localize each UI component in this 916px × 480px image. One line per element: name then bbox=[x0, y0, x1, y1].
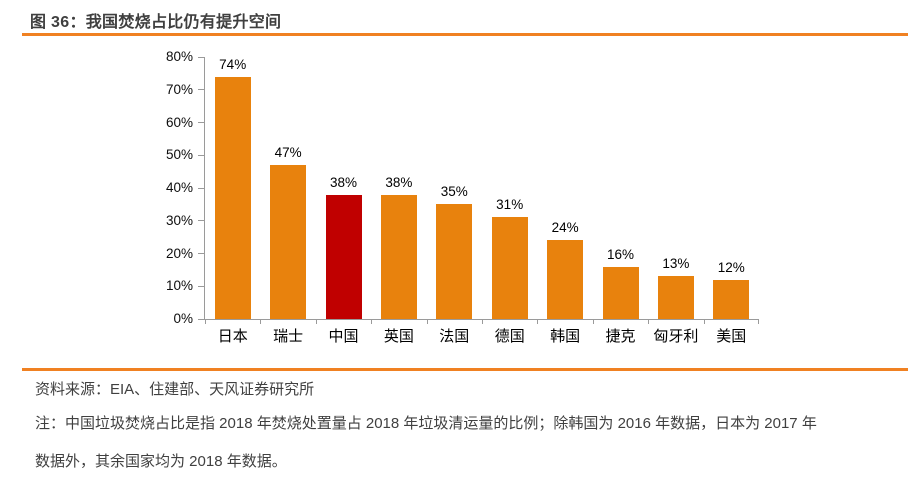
y-axis-label: 80% bbox=[165, 49, 193, 64]
y-axis-label: 60% bbox=[165, 114, 193, 130]
y-axis-label: 30% bbox=[165, 212, 193, 228]
bar-捷克 bbox=[602, 266, 639, 319]
x-axis-tick bbox=[205, 319, 206, 324]
category-label-日本: 日本 bbox=[217, 328, 248, 345]
category-label-德国: 德国 bbox=[494, 328, 525, 345]
source-text: 资料来源：EIA、住建部、天风证券研究所 bbox=[35, 381, 315, 398]
x-axis-tick bbox=[371, 319, 372, 324]
bar-value-label: 31% bbox=[496, 197, 524, 213]
bar-美国 bbox=[713, 279, 750, 319]
bar-日本 bbox=[214, 76, 251, 319]
category-label-捷克: 捷克 bbox=[605, 328, 636, 345]
y-axis-tick bbox=[198, 253, 205, 254]
bar-value-label: 47% bbox=[274, 145, 302, 161]
x-axis-tick bbox=[482, 319, 483, 324]
y-axis-label: 10% bbox=[165, 278, 193, 294]
y-axis-tick bbox=[198, 318, 205, 320]
bar-法国 bbox=[436, 204, 473, 319]
category-label-韩国: 韩国 bbox=[550, 328, 581, 345]
bar-瑞士 bbox=[270, 165, 307, 319]
category-label-中国: 中国 bbox=[328, 328, 359, 345]
y-axis-tick bbox=[198, 89, 205, 91]
bar-韩国 bbox=[547, 240, 584, 319]
bar-value-label: 24% bbox=[551, 220, 579, 236]
figure-title: 图 36：我国焚烧占比仍有提升空间 bbox=[30, 14, 282, 31]
bar-value-label: 13% bbox=[662, 256, 690, 272]
category-label-瑞士: 瑞士 bbox=[273, 328, 304, 345]
note-text-line-2: 数据外，其余国家均为 2018 年数据。 bbox=[35, 453, 287, 470]
category-label-美国: 美国 bbox=[716, 328, 747, 345]
y-axis-tick bbox=[198, 154, 205, 156]
y-axis-label: 50% bbox=[165, 147, 193, 163]
y-axis-tick bbox=[198, 56, 205, 58]
y-axis-label: 70% bbox=[165, 81, 193, 97]
y-axis-tick bbox=[198, 220, 205, 222]
x-axis-tick bbox=[427, 319, 428, 324]
bar-德国 bbox=[491, 217, 528, 319]
category-label-英国: 英国 bbox=[383, 328, 414, 345]
bar-value-label: 38% bbox=[329, 174, 357, 190]
x-axis-tick bbox=[593, 319, 594, 324]
x-axis-tick bbox=[537, 319, 538, 324]
bar-value-label: 35% bbox=[440, 184, 468, 200]
y-axis-tick bbox=[198, 285, 205, 287]
y-axis-label: 40% bbox=[165, 180, 193, 195]
title-underline-rule bbox=[22, 33, 908, 36]
bar-匈牙利 bbox=[657, 276, 694, 319]
bar-value-label: 12% bbox=[717, 259, 745, 275]
category-label-法国: 法国 bbox=[439, 328, 470, 345]
bar-value-label: 16% bbox=[606, 246, 634, 262]
bar-value-label: 38% bbox=[385, 174, 413, 190]
y-axis-tick bbox=[198, 187, 205, 189]
x-axis-tick bbox=[260, 319, 261, 324]
footer-divider-rule bbox=[22, 368, 908, 371]
y-axis-tick bbox=[198, 122, 205, 123]
x-axis-tick bbox=[758, 319, 759, 324]
x-axis-tick bbox=[316, 319, 317, 324]
x-axis-tick bbox=[704, 319, 705, 324]
category-label-匈牙利: 匈牙利 bbox=[653, 328, 699, 345]
y-axis-label: 20% bbox=[165, 245, 193, 261]
y-axis-label: 0% bbox=[173, 311, 193, 326]
bar-英国 bbox=[380, 194, 417, 319]
bar-中国 bbox=[325, 194, 362, 319]
bar-value-label: 74% bbox=[219, 56, 247, 72]
note-text-line-1: 注：中国垃圾焚烧占比是指 2018 年焚烧处置量占 2018 年垃圾清运量的比例… bbox=[35, 415, 817, 432]
plot-area: 0% 10% 20% 30% 40% 50% 60% 70% 80% 74% 日本 47% 瑞士 38% 中… bbox=[166, 49, 759, 345]
x-axis-tick bbox=[648, 319, 649, 324]
